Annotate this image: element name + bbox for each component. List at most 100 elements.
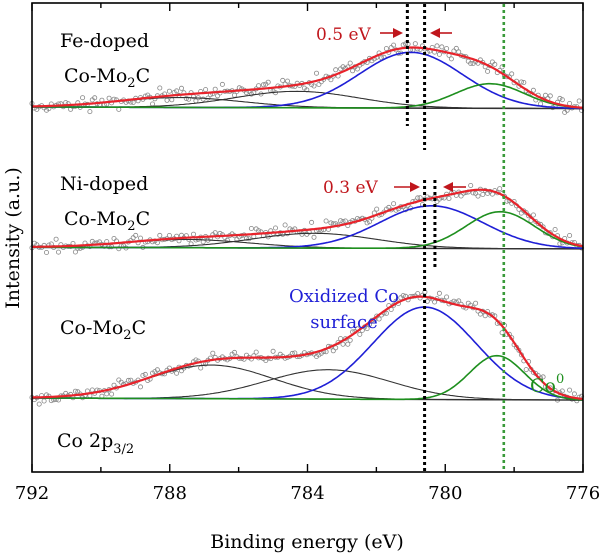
envelope-fit-co-mo2c xyxy=(31,295,584,400)
data-point xyxy=(567,387,573,393)
sample-label-fe-2: Co-Mo2C xyxy=(64,65,150,91)
data-point xyxy=(299,231,305,237)
data-point xyxy=(109,391,115,397)
data-point xyxy=(154,367,160,373)
data-point xyxy=(333,345,339,351)
data-point xyxy=(521,80,527,86)
data-point xyxy=(559,97,565,103)
data-point xyxy=(415,291,421,297)
data-point xyxy=(451,48,457,54)
data-point xyxy=(323,218,329,224)
envelope-fit-fe-doped xyxy=(32,46,584,109)
data-point xyxy=(164,97,170,103)
data-point xyxy=(485,68,491,74)
data-point xyxy=(130,235,136,241)
data-point xyxy=(347,60,353,66)
data-point xyxy=(482,313,488,319)
data-point xyxy=(576,98,582,104)
data-point xyxy=(282,222,288,228)
data-point xyxy=(350,68,356,74)
plot-area xyxy=(29,4,585,472)
x-tick-label: 780 xyxy=(428,483,462,504)
data-point xyxy=(400,293,406,299)
oxidized-label-1: Oxidized Co xyxy=(289,286,399,307)
spectrum-fe-doped xyxy=(29,41,585,115)
data-point xyxy=(231,349,237,355)
data-point xyxy=(415,195,421,201)
data-point xyxy=(364,326,370,332)
data-point xyxy=(243,235,249,241)
data-point xyxy=(248,225,254,231)
data-point xyxy=(444,294,450,300)
metallic-co-peak-ni-doped xyxy=(32,210,584,249)
data-point xyxy=(106,95,112,101)
data-point xyxy=(270,348,276,354)
data-point xyxy=(559,388,565,394)
data-point xyxy=(72,388,78,394)
data-point xyxy=(128,377,134,383)
data-point xyxy=(328,220,334,226)
data-point xyxy=(157,85,163,91)
data-point xyxy=(80,95,86,101)
data-point xyxy=(354,66,360,72)
shift-arrow-fe-left xyxy=(393,28,403,38)
x-tick-label: 788 xyxy=(153,483,187,504)
data-point xyxy=(260,82,266,88)
data-point xyxy=(186,96,192,102)
data-point xyxy=(174,88,180,94)
data-point xyxy=(523,367,529,373)
data-point xyxy=(364,220,370,226)
data-point xyxy=(530,212,536,218)
data-point xyxy=(36,401,42,407)
data-point xyxy=(374,206,380,212)
data-point xyxy=(412,41,418,47)
data-point xyxy=(475,193,481,199)
data-point xyxy=(366,219,372,225)
spectrum-ni-doped xyxy=(29,182,585,255)
data-point xyxy=(456,298,462,304)
data-point xyxy=(243,90,249,96)
data-point xyxy=(436,51,442,57)
data-point xyxy=(504,198,510,204)
data-point xyxy=(489,59,495,65)
data-point xyxy=(92,95,98,101)
data-point xyxy=(178,232,184,238)
x-tick-label: 784 xyxy=(290,483,324,504)
data-point xyxy=(166,232,172,238)
x-tick-label: 792 xyxy=(15,483,49,504)
shift-arrow-fe-right xyxy=(430,28,440,38)
data-point xyxy=(458,193,464,199)
data-point xyxy=(333,67,339,73)
data-point xyxy=(104,391,110,397)
data-point xyxy=(190,231,196,237)
sample-label-ni: Ni-doped xyxy=(60,173,148,195)
data-point xyxy=(215,93,221,99)
data-point xyxy=(210,350,216,356)
data-point xyxy=(523,210,529,216)
data-point xyxy=(540,374,546,380)
data-point xyxy=(272,225,278,231)
data-point xyxy=(142,371,148,377)
data-point xyxy=(340,218,346,224)
x-axis-ticks: 792 788 784 780 776 xyxy=(15,3,600,504)
data-point xyxy=(376,316,382,322)
data-point xyxy=(530,87,536,93)
data-point xyxy=(183,96,189,102)
data-point xyxy=(178,85,184,91)
data-point xyxy=(311,234,317,240)
data-point xyxy=(432,299,438,305)
data-point xyxy=(552,226,558,232)
data-point xyxy=(149,101,155,107)
data-point xyxy=(87,109,93,115)
data-point xyxy=(316,82,322,88)
data-point xyxy=(111,382,117,388)
data-point xyxy=(347,337,353,343)
data-point xyxy=(473,300,479,306)
data-point xyxy=(137,384,143,390)
sample-label-ni-2: Co-Mo2C xyxy=(64,208,150,234)
data-point xyxy=(340,341,346,347)
data-point xyxy=(169,97,175,103)
envelope-fit-ni-doped xyxy=(32,188,584,248)
data-point xyxy=(557,241,563,247)
